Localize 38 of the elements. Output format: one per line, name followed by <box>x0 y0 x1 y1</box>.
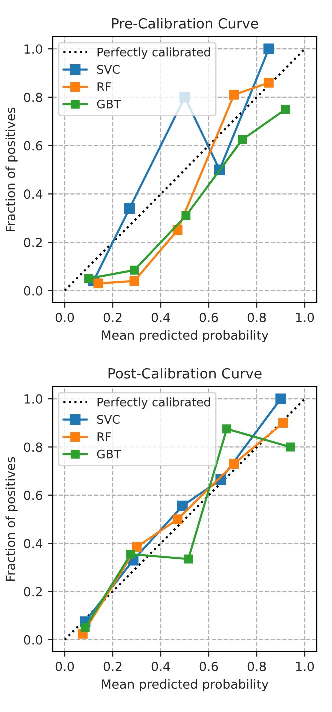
y-tick-label: 0.2 <box>24 238 42 248</box>
x-tick-label: 0.6 <box>200 662 218 672</box>
x-tick-label: 0.2 <box>104 662 122 672</box>
legend-label: SVC <box>97 65 120 74</box>
y-axis-title: Fraction of positives <box>6 108 18 232</box>
y-tick-label: 0.0 <box>24 286 42 296</box>
y-tick-label: 0.4 <box>24 539 43 549</box>
x-tick-label: 0.0 <box>56 662 74 672</box>
legend-label: SVC <box>97 415 120 424</box>
y-tick-label: 0.8 <box>24 92 42 102</box>
x-tick-label: 0.2 <box>104 312 122 322</box>
y-tick-label: 1.0 <box>24 394 42 404</box>
y-tick-label: 0.8 <box>24 442 42 452</box>
y-tick-label: 0.6 <box>24 141 42 151</box>
legend-label: GBT <box>97 100 122 109</box>
legend-label: GBT <box>97 450 122 459</box>
y-axis-title: Fraction of positives <box>6 457 18 581</box>
x-tick-label: 0.4 <box>152 312 170 322</box>
x-axis-title: Mean predicted probability <box>102 330 269 342</box>
legend-label: Perfectly calibrated <box>98 48 210 60</box>
x-tick-label: 0.6 <box>200 312 218 322</box>
x-axis-title: Mean predicted probability <box>102 679 269 692</box>
x-tick-label: 1.0 <box>296 312 314 322</box>
legend-label: RF <box>98 432 111 442</box>
legend-label: RF <box>98 82 111 92</box>
x-tick-label: 0.8 <box>248 662 266 672</box>
y-tick-label: 0.6 <box>24 490 42 500</box>
x-tick-label: 0.0 <box>56 312 74 322</box>
y-tick-label: 0.0 <box>24 635 42 645</box>
chart-title: Post-Calibration Curve <box>108 368 262 379</box>
y-tick-label: 0.4 <box>24 190 43 200</box>
x-tick-label: 1.0 <box>296 662 314 672</box>
x-tick-label: 0.4 <box>152 662 170 672</box>
chart-title: Pre-Calibration Curve <box>112 18 258 29</box>
x-tick-label: 0.8 <box>248 312 266 322</box>
y-tick-label: 0.2 <box>24 587 42 597</box>
y-tick-label: 1.0 <box>24 44 42 54</box>
legend-label: Perfectly calibrated <box>98 398 210 410</box>
